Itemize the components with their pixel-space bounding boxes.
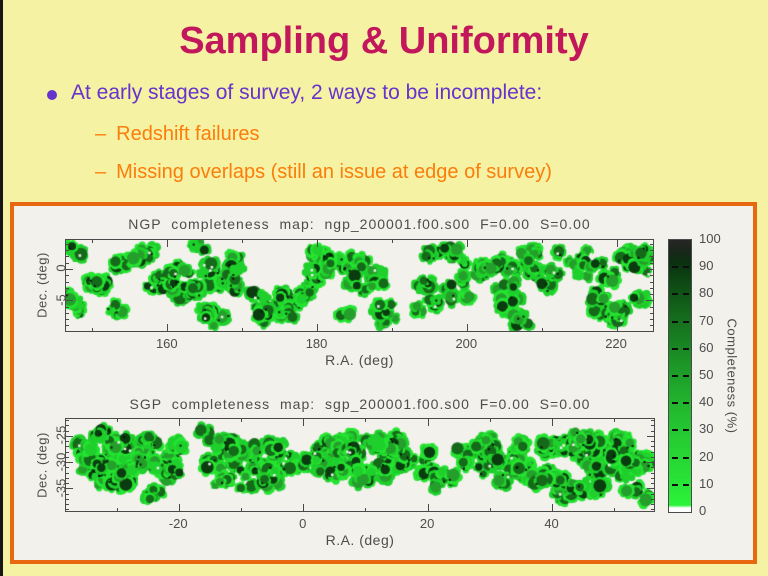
sgp-plot-title: SGP completeness map: sgp_200001.f00.s00… bbox=[129, 396, 591, 412]
sub-bullet-overlaps: – Missing overlaps (still an issue at edg… bbox=[95, 161, 552, 184]
sgp-x-tick-labels: -20 0 20 40 bbox=[168, 516, 559, 531]
page-title: Sampling & Uniformity bbox=[179, 20, 589, 62]
ngp-scatter-canvas bbox=[66, 240, 653, 331]
ngp-plot-area bbox=[65, 239, 654, 332]
dash-icon: – bbox=[95, 161, 107, 183]
sub-bullet-redshift: – Redshift failures bbox=[95, 123, 260, 146]
bullet-dot-icon bbox=[47, 90, 57, 100]
sgp-scatter-canvas bbox=[66, 419, 654, 511]
colorbar bbox=[668, 239, 692, 513]
ngp-x-tick-labels: 160 180 200 220 bbox=[155, 336, 627, 351]
sub-bullet-text: Redshift failures bbox=[116, 123, 260, 145]
sgp-x-axis-label: R.A. (deg) bbox=[325, 532, 395, 548]
colorbar-label: Completeness (%) bbox=[724, 318, 740, 434]
ngp-x-axis-label: R.A. (deg) bbox=[325, 352, 394, 368]
left-edge-strip bbox=[0, 0, 3, 576]
ngp-plot-title: NGP completeness map: ngp_200001.f00.s00… bbox=[128, 216, 591, 232]
dash-icon: – bbox=[95, 123, 107, 145]
sub-bullet-text: Missing overlaps (still an issue at edge… bbox=[116, 161, 552, 183]
sgp-y-tick-labels: -25 -30 -35 bbox=[53, 425, 69, 498]
bullet-text: At early stages of survey, 2 ways to be … bbox=[71, 81, 543, 104]
figure-panel: NGP completeness map: ngp_200001.f00.s00… bbox=[10, 202, 757, 564]
ngp-y-tick-labels: 0 -5 bbox=[53, 264, 69, 306]
sgp-plot-area bbox=[65, 418, 655, 512]
sgp-y-axis-label: Dec. (deg) bbox=[34, 432, 50, 498]
ngp-y-axis-label: Dec. (deg) bbox=[34, 252, 50, 318]
